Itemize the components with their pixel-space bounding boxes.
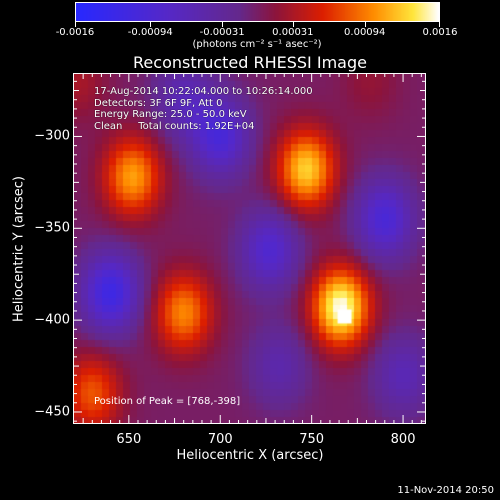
peak-position-label: Position of Peak = [768,-398]	[94, 396, 241, 407]
x-axis-tick-label: 700	[207, 432, 233, 447]
y-axis-tick-label: −350	[34, 220, 70, 236]
image-annotations: 17-Aug-2014 10:22:04.000 to 10:26:14.000…	[94, 86, 313, 132]
colorbar-tick	[292, 22, 294, 27]
colorbar-tick-label: -0.00031	[199, 27, 245, 38]
x-axis-tick-label: 800	[390, 432, 416, 447]
colorbar-tick-label: 0.00031	[272, 27, 314, 38]
colorbar-tick	[439, 22, 440, 27]
annotation-time-range: 17-Aug-2014 10:22:04.000 to 10:26:14.000	[94, 86, 313, 97]
y-axis-label: Heliocentric Y (arcsec)	[11, 176, 27, 322]
colorbar-units: (photons cm⁻² s⁻¹ asec⁻²)	[192, 39, 322, 50]
colorbar-tick	[364, 22, 366, 27]
annotation-method-counts: Clean Total counts: 1.92E+04	[94, 120, 255, 132]
heatmap-image	[74, 74, 425, 423]
plot-area: 17-Aug-2014 10:22:04.000 to 10:26:14.000…	[73, 73, 426, 424]
y-axis-tick-label: −300	[34, 128, 70, 144]
x-axis-label: Heliocentric X (arcsec)	[176, 448, 324, 463]
colorbar-tick	[75, 22, 76, 27]
annotation-detectors: Detectors: 3F 6F 9F, Att 0	[94, 97, 223, 109]
colorbar-tick	[150, 22, 152, 27]
colorbar-tick-label: 0.0016	[422, 27, 458, 38]
colorbar-tick-label: -0.00094	[127, 27, 173, 38]
colorbar-tick-label: 0.00094	[344, 27, 386, 38]
colorbar-tick-label: -0.0016	[55, 27, 95, 38]
y-axis-tick-label: −450	[34, 404, 70, 420]
y-axis-tick-label: −400	[34, 312, 70, 328]
chart-title: Reconstructed RHESSI Image	[133, 53, 367, 72]
colorbar-tick	[222, 22, 224, 27]
x-axis-tick-label: 650	[116, 432, 142, 447]
annotation-energy-range: Energy Range: 25.0 - 50.0 keV	[94, 109, 247, 120]
generated-timestamp: 11-Nov-2014 20:50	[397, 485, 494, 496]
x-axis-tick-label: 750	[299, 432, 325, 447]
colorbar	[75, 2, 440, 22]
